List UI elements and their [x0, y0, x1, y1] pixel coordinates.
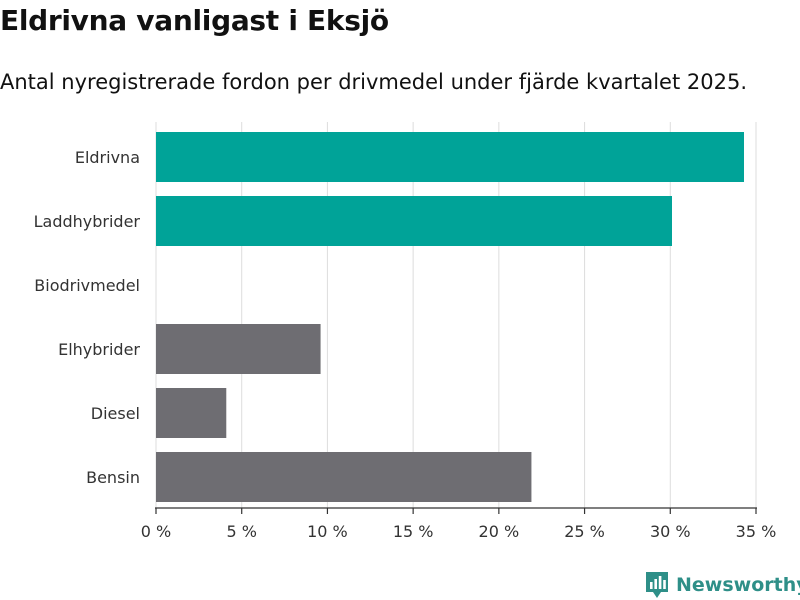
category-label-eldrivna: Eldrivna [75, 148, 140, 167]
x-tick-label-3: 15 % [393, 522, 434, 541]
category-label-diesel: Diesel [91, 404, 140, 423]
newsworthy-logo-icon [646, 572, 668, 598]
category-label-bensin: Bensin [86, 468, 140, 487]
brand-footer: Newsworthy [644, 570, 800, 600]
x-tick-label-6: 30 % [650, 522, 691, 541]
x-tick-label-2: 10 % [307, 522, 348, 541]
x-tick-label-7: 35 % [736, 522, 777, 541]
x-tick-label-4: 20 % [479, 522, 520, 541]
category-label-biodrivmedel: Biodrivmedel [34, 276, 140, 295]
chart-title: Eldrivna vanligast i Eksjö [0, 4, 389, 37]
bar-diesel [156, 388, 227, 438]
brand-name: Newsworthy [676, 574, 800, 596]
bar-eldrivna [156, 132, 744, 182]
bar-elhybrider [156, 324, 321, 374]
bar-bensin [156, 452, 532, 502]
category-label-elhybrider: Elhybrider [58, 340, 140, 359]
chart-subtitle: Antal nyregistrerade fordon per drivmede… [0, 70, 748, 94]
x-tick-label-5: 25 % [564, 522, 605, 541]
bar-laddhybrider [156, 196, 672, 246]
category-label-laddhybrider: Laddhybrider [34, 212, 141, 231]
x-tick-label-1: 5 % [226, 522, 256, 541]
x-tick-label-0: 0 % [141, 522, 171, 541]
